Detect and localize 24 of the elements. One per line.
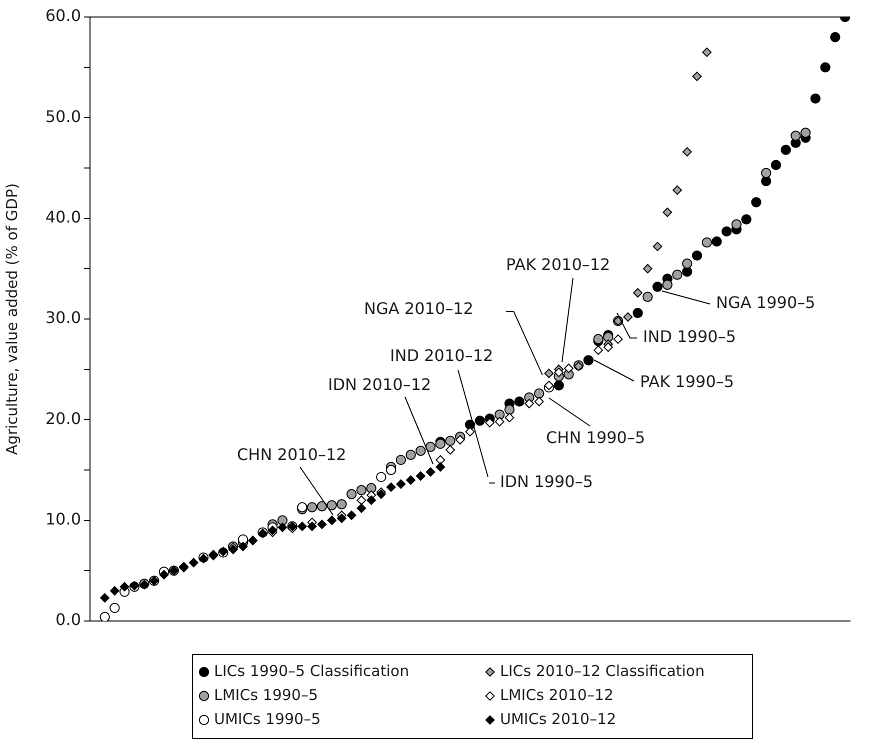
annotation: PAK 2010–12 [506,255,610,274]
y-tick-label: 40.0 [45,207,81,226]
legend-label: LICs 2010–12 Classification [500,662,705,680]
y-tick-label: 30.0 [45,308,81,328]
y-tick-label: 10.0 [45,509,81,528]
annotation: IDN 1990–5 [500,472,593,492]
annotation: CHN 2010–12 [237,445,346,464]
y-tick-label: 20.0 [45,408,81,428]
y-axis-title: Agriculture, value added (% of GDP) [2,183,21,455]
legend-label: UMICs 1990–5 [214,710,321,728]
legend-label: LMICs 2010–12 [500,686,614,704]
annotation: CHN 1990–5 [546,428,646,448]
annotation: NGA 2010–12 [364,299,474,318]
legend-label: LMICs 1990–5 [214,686,318,704]
y-tick-label: 0.0 [56,610,81,630]
legend-label: UMICs 2010–12 [500,710,616,728]
annotation: IND 2010–12 [390,346,494,366]
annotation: IDN 2010–12 [328,375,432,394]
annotation: IND 1990–5 [643,327,736,346]
y-tick-label: 60.0 [45,6,81,26]
annotation: NGA 1990–5 [716,293,816,312]
annotation: PAK 1990–5 [640,372,734,392]
legend-label: LICs 1990–5 Classification [214,662,410,680]
y-tick-label: 50.0 [45,106,81,126]
